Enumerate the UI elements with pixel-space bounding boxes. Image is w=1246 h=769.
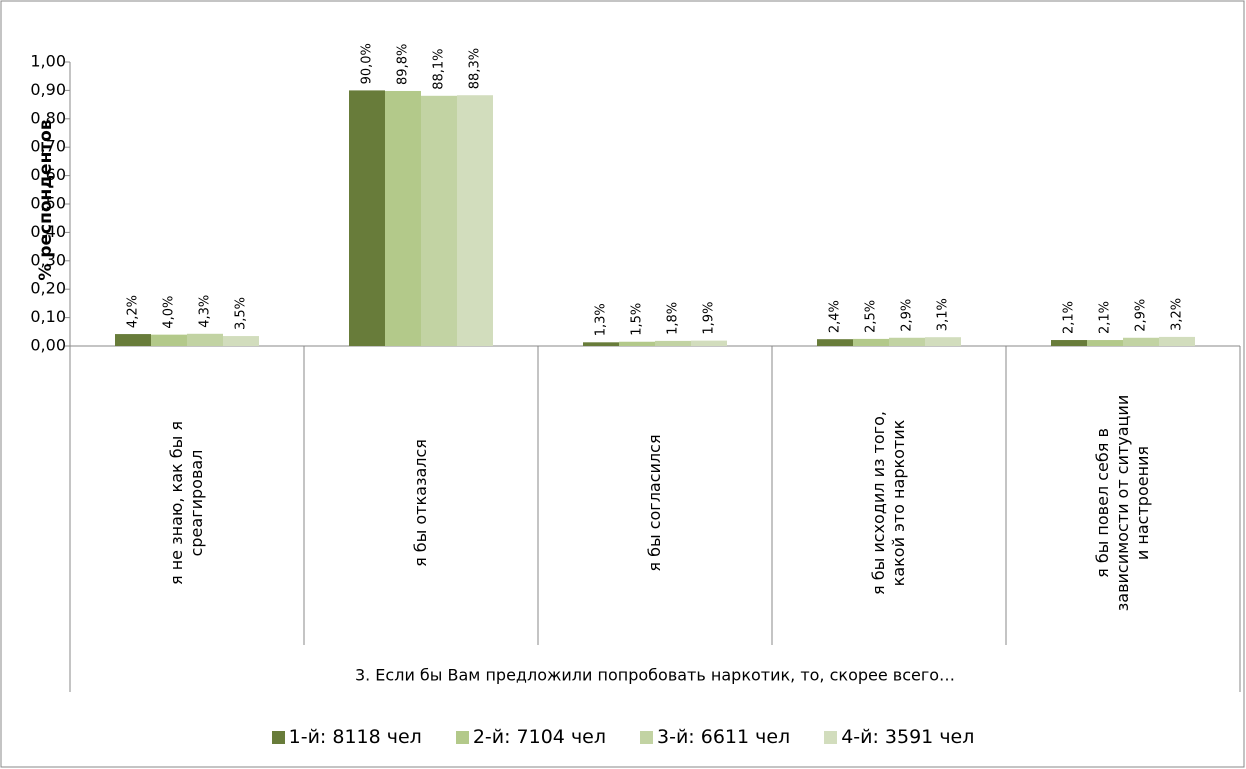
legend: 1-й: 8118 чел 2-й: 7104 чел 3-й: 6611 чел 4… xyxy=(0,726,1246,748)
bar xyxy=(187,333,223,346)
bar xyxy=(889,337,925,346)
legend-label: 3-й: 6611 чел xyxy=(657,726,791,748)
legend-item: 3-й: 6611 чел xyxy=(640,726,790,748)
bar xyxy=(1087,340,1123,346)
legend-label: 2-й: 7104 чел xyxy=(472,726,606,748)
bar xyxy=(115,334,151,346)
bar xyxy=(1123,337,1159,346)
y-tick-label: 0,30 xyxy=(30,250,66,269)
y-tick-label: 0,60 xyxy=(30,165,66,184)
x-tick-label: я бы согласился xyxy=(645,434,664,572)
data-label: 2,1% xyxy=(1062,301,1077,334)
x-tick-label: я бы повел себя в зависимости от ситуаци… xyxy=(1093,394,1152,612)
bar xyxy=(655,340,691,346)
legend-label: 1-й: 8118 чел xyxy=(288,726,422,748)
data-label: 2,9% xyxy=(900,299,915,332)
y-tick-label: 0,70 xyxy=(30,137,66,156)
bar xyxy=(817,339,853,346)
y-tick-label: 0,40 xyxy=(30,222,66,241)
x-tick-label: я бы исходил из того, какой это наркотик xyxy=(869,411,908,595)
bar xyxy=(619,341,655,346)
y-tick-label: 0,10 xyxy=(30,307,66,326)
y-tick-label: 0,20 xyxy=(30,279,66,298)
data-label: 89,8% xyxy=(396,44,411,85)
data-label: 1,8% xyxy=(666,302,681,335)
bar xyxy=(1159,336,1195,346)
legend-item: 2-й: 7104 чел xyxy=(455,726,606,748)
data-label: 3,1% xyxy=(936,298,951,331)
data-label: 88,1% xyxy=(432,48,447,89)
legend-swatch xyxy=(455,730,469,744)
bar xyxy=(1051,340,1087,346)
data-label: 2,1% xyxy=(1098,301,1113,334)
bar xyxy=(583,342,619,346)
bar xyxy=(151,334,187,346)
legend-item: 1-й: 8118 чел xyxy=(271,726,422,748)
x-tick-label: я не знаю, как бы я среагировал xyxy=(167,421,206,585)
data-label: 3,2% xyxy=(1170,298,1185,331)
data-label: 1,5% xyxy=(630,303,645,336)
legend-swatch xyxy=(640,730,653,744)
y-tick-label: 0,80 xyxy=(30,108,66,127)
y-tick-label: 1,00 xyxy=(30,52,66,71)
y-tick-label: 0,50 xyxy=(30,194,66,213)
x-tick-label: я бы отказался xyxy=(411,439,430,567)
legend-swatch xyxy=(271,730,285,744)
x-axis-title: 3. Если бы Вам предложили попробовать на… xyxy=(355,666,955,685)
data-label: 88,3% xyxy=(468,48,483,89)
bar xyxy=(349,90,385,347)
legend-item: 4-й: 3591 чел xyxy=(824,726,974,748)
data-label: 2,5% xyxy=(864,300,879,333)
legend-label: 4-й: 3591 чел xyxy=(841,726,975,748)
legend-swatch xyxy=(824,730,838,744)
data-label: 2,4% xyxy=(828,300,843,333)
y-tick-label: 0,00 xyxy=(30,336,66,355)
data-label: 3,5% xyxy=(234,297,249,330)
y-axis-title: % респондентов xyxy=(36,119,56,280)
bar xyxy=(925,337,961,346)
data-label: 4,0% xyxy=(162,296,177,329)
bar xyxy=(853,338,889,346)
data-label: 4,3% xyxy=(198,295,213,328)
data-label: 1,3% xyxy=(594,303,609,336)
bar xyxy=(223,336,259,346)
bar xyxy=(691,340,727,346)
y-tick-label: 0,90 xyxy=(30,80,66,99)
bar xyxy=(385,90,421,346)
data-label: 1,9% xyxy=(702,302,717,335)
bar xyxy=(421,95,457,347)
data-label: 4,2% xyxy=(126,295,141,328)
bar xyxy=(457,95,493,346)
data-label: 2,9% xyxy=(1134,299,1149,332)
data-label: 90,0% xyxy=(360,43,375,84)
